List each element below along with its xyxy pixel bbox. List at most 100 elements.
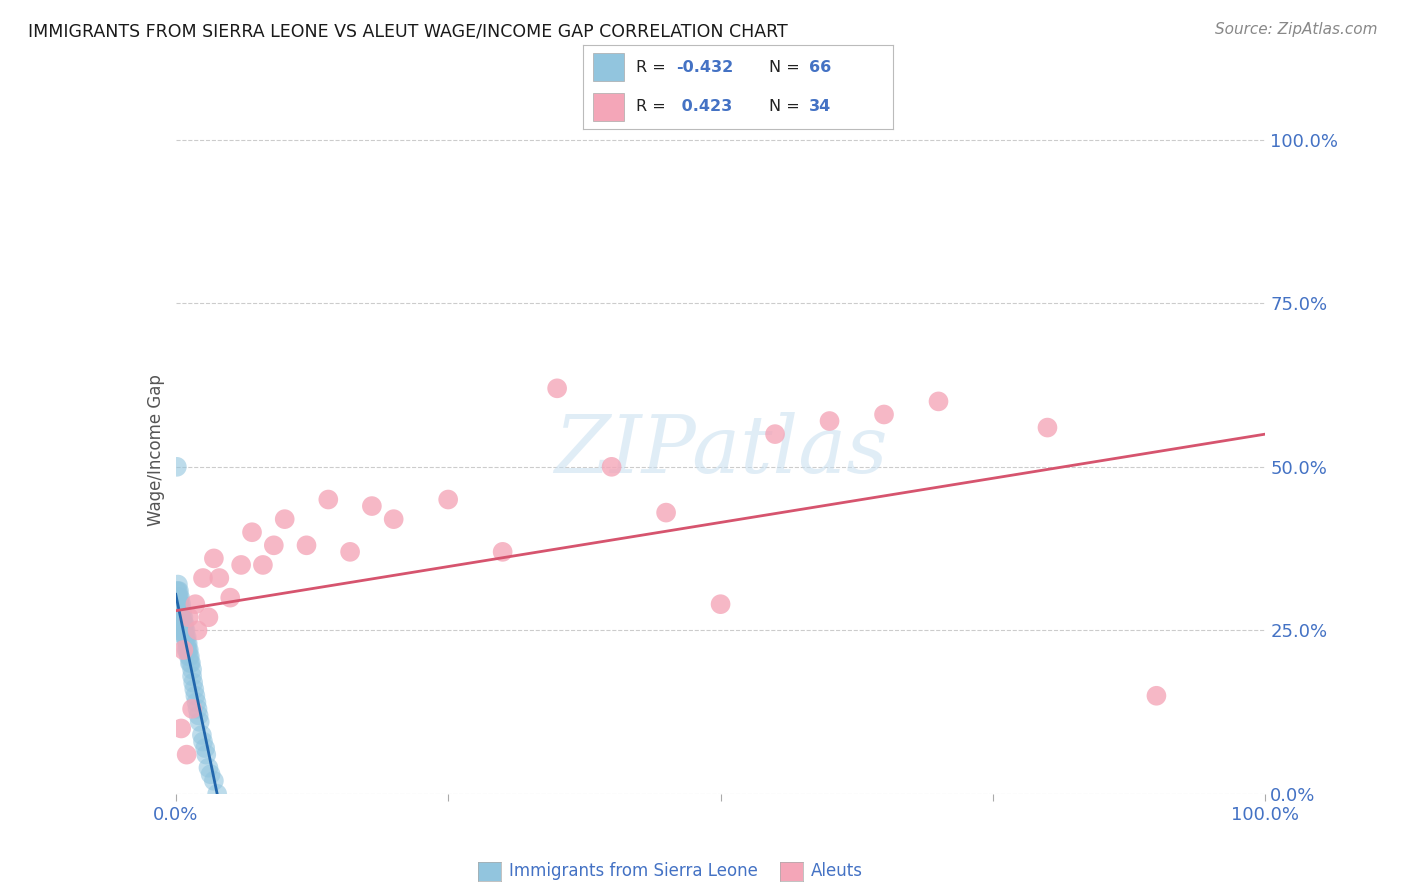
Point: [197, 761, 219, 775]
Point: [208, 571, 231, 585]
Point: [191, 728, 214, 742]
Point: [202, 773, 225, 788]
Point: [176, 747, 198, 762]
Point: [219, 591, 242, 605]
Point: [195, 747, 218, 762]
Point: [184, 597, 207, 611]
Point: [382, 512, 405, 526]
Point: [166, 591, 188, 605]
Point: [167, 597, 190, 611]
Point: [191, 734, 214, 748]
Point: [600, 459, 623, 474]
Point: [166, 584, 188, 599]
Point: [167, 604, 190, 618]
Text: Immigrants from Sierra Leone: Immigrants from Sierra Leone: [509, 863, 758, 880]
Point: [173, 630, 195, 644]
Text: 0.423: 0.423: [676, 99, 733, 114]
Point: [252, 558, 274, 572]
Point: [181, 702, 204, 716]
Text: 66: 66: [810, 60, 831, 75]
Text: R =: R =: [636, 99, 671, 114]
Point: [339, 545, 361, 559]
Point: [169, 616, 191, 631]
Point: [186, 695, 208, 709]
Point: [170, 597, 193, 611]
Point: [177, 636, 200, 650]
Point: [167, 616, 190, 631]
Point: [181, 663, 204, 677]
Point: [546, 381, 568, 395]
Point: [240, 525, 263, 540]
Point: [177, 649, 200, 664]
Point: [318, 492, 340, 507]
Point: [170, 616, 193, 631]
Point: [197, 610, 219, 624]
Point: [200, 767, 222, 781]
Point: [172, 624, 194, 638]
Point: [169, 604, 191, 618]
Text: -0.432: -0.432: [676, 60, 734, 75]
Point: [184, 689, 207, 703]
Point: [167, 584, 190, 599]
Point: [763, 427, 786, 442]
Point: [176, 630, 198, 644]
Point: [492, 545, 515, 559]
Point: [231, 558, 253, 572]
Point: [166, 459, 188, 474]
Point: [174, 630, 197, 644]
Point: [928, 394, 950, 409]
Point: [183, 682, 205, 697]
Point: [177, 643, 200, 657]
Point: [167, 584, 190, 599]
Text: N =: N =: [769, 60, 806, 75]
Point: [655, 506, 678, 520]
Point: [170, 722, 193, 736]
Point: [1036, 420, 1059, 434]
FancyBboxPatch shape: [593, 93, 624, 120]
Point: [263, 538, 285, 552]
Point: [188, 714, 211, 729]
Point: [167, 597, 190, 611]
Point: [205, 787, 228, 801]
Point: [166, 597, 188, 611]
Point: [172, 643, 194, 657]
Point: [202, 551, 225, 566]
Point: [295, 538, 318, 552]
Point: [179, 649, 201, 664]
FancyBboxPatch shape: [593, 54, 624, 81]
Point: [170, 610, 193, 624]
Point: [176, 643, 198, 657]
Y-axis label: Wage/Income Gap: Wage/Income Gap: [146, 375, 165, 526]
Point: [176, 636, 198, 650]
Point: [187, 708, 209, 723]
Point: [167, 616, 190, 631]
Point: [181, 669, 204, 683]
Text: Aleuts: Aleuts: [811, 863, 863, 880]
Point: [169, 597, 191, 611]
Point: [172, 604, 194, 618]
Point: [169, 591, 191, 605]
Point: [274, 512, 297, 526]
Point: [179, 656, 201, 670]
Point: [172, 616, 194, 631]
Text: ZIPatlas: ZIPatlas: [554, 412, 887, 489]
Text: IMMIGRANTS FROM SIERRA LEONE VS ALEUT WAGE/INCOME GAP CORRELATION CHART: IMMIGRANTS FROM SIERRA LEONE VS ALEUT WA…: [28, 22, 787, 40]
Point: [191, 571, 214, 585]
Point: [1144, 689, 1167, 703]
Point: [360, 499, 382, 513]
Point: [167, 610, 190, 624]
Text: Source: ZipAtlas.com: Source: ZipAtlas.com: [1215, 22, 1378, 37]
Point: [177, 643, 200, 657]
Point: [181, 675, 204, 690]
Text: 34: 34: [810, 99, 831, 114]
Point: [167, 610, 190, 624]
Point: [166, 604, 188, 618]
Point: [167, 577, 190, 591]
Point: [818, 414, 841, 428]
Point: [172, 610, 194, 624]
Point: [873, 408, 896, 422]
Text: N =: N =: [769, 99, 806, 114]
Point: [167, 591, 190, 605]
Point: [169, 610, 191, 624]
Point: [177, 610, 200, 624]
